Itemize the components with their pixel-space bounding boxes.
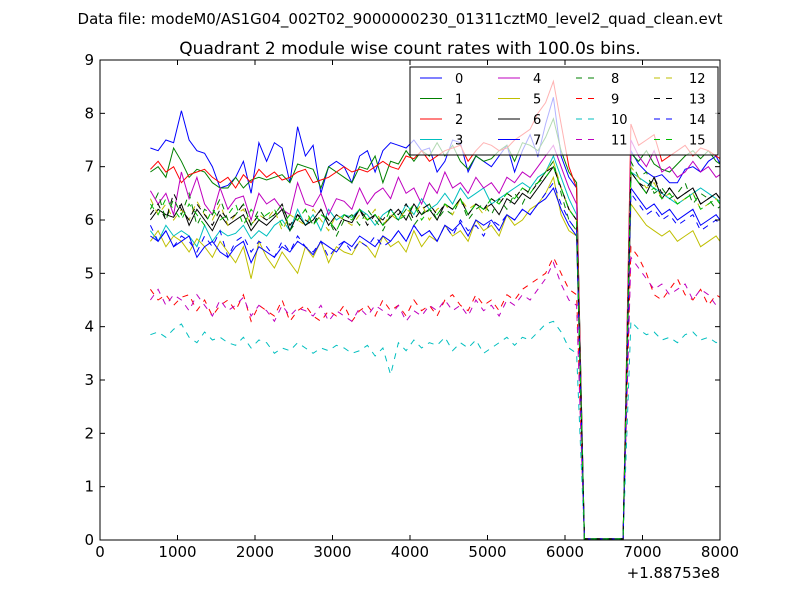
series-line-8	[149, 160, 720, 540]
series-line-15	[149, 165, 720, 540]
legend-label-0: 0	[455, 72, 463, 87]
y-tick-label: 5	[84, 264, 94, 282]
legend-label-8: 8	[611, 72, 619, 87]
legend-label-3: 3	[455, 134, 463, 149]
legend-label-4: 4	[533, 72, 541, 87]
legend-frame	[409, 66, 719, 156]
y-tick-label: 6	[84, 211, 94, 229]
x-tick-label: 4000	[391, 543, 429, 561]
series-line-5	[149, 175, 720, 540]
series-layer	[149, 79, 720, 540]
legend-label-5: 5	[533, 93, 541, 108]
y-tick-label: 0	[84, 531, 94, 549]
series-line-11	[149, 255, 720, 540]
legend-label-13: 13	[689, 93, 706, 108]
series-line-9	[149, 245, 720, 540]
y-tick-label: 1	[84, 478, 94, 496]
legend-label-12: 12	[689, 72, 706, 87]
y-tick-label: 9	[84, 51, 94, 69]
legend-label-14: 14	[689, 113, 706, 128]
x-tick-label: 1000	[158, 543, 196, 561]
x-tick-label: 3000	[313, 543, 351, 561]
x-tick-label: 8000	[701, 543, 739, 561]
x-tick-label: 0	[95, 543, 105, 561]
series-line-10	[150, 320, 720, 540]
legend-label-6: 6	[533, 113, 541, 128]
legend-label-11: 11	[611, 134, 628, 149]
legend-label-7: 7	[533, 134, 541, 149]
chart-title: Quadrant 2 module wise count rates with …	[179, 39, 640, 59]
legend-label-1: 1	[455, 93, 463, 108]
y-tick-label: 3	[84, 371, 94, 389]
y-tick-label: 2	[84, 424, 94, 442]
data-file-suptitle: Data file: modeM0/AS1G04_002T02_90000002…	[78, 10, 723, 29]
legend-label-10: 10	[611, 113, 628, 128]
x-tick-label: 2000	[236, 543, 274, 561]
legend-label-15: 15	[689, 134, 706, 149]
series-line-4	[149, 139, 720, 540]
x-tick-label: 6000	[546, 543, 584, 561]
y-tick-label: 4	[84, 318, 94, 336]
series-line-7	[150, 186, 720, 540]
series-line-12	[149, 160, 720, 540]
y-tick-label: 8	[84, 104, 94, 122]
legend-label-9: 9	[611, 93, 619, 108]
series-line-14	[149, 181, 720, 540]
x-tick-label: 7000	[623, 543, 661, 561]
series-line-3	[149, 154, 720, 540]
x-tick-label: 5000	[468, 543, 506, 561]
y-tick-label: 7	[84, 158, 94, 176]
legend-label-2: 2	[455, 113, 463, 128]
x-axis-offset-label: +1.88753e8	[627, 564, 720, 582]
axis-ticks: 0 1000 2000 3000 4000 5000 6000 7000 80000123456…	[84, 51, 739, 561]
